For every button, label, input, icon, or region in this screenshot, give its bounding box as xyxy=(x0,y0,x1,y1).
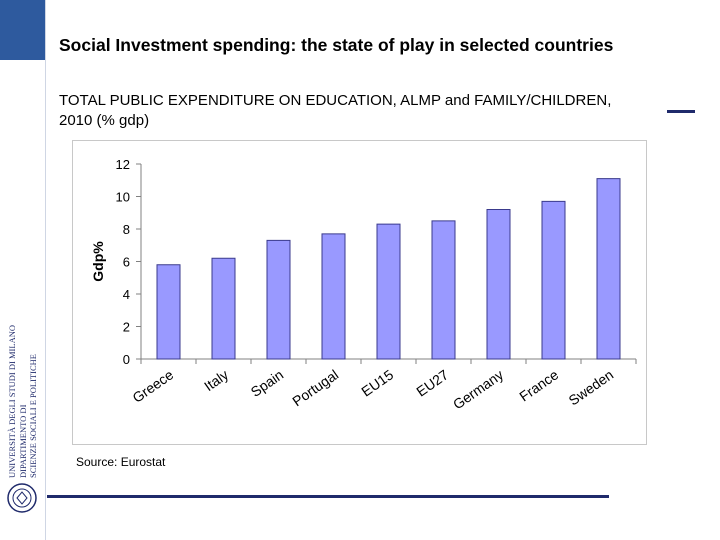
bar-greece xyxy=(156,264,181,360)
bar-germany xyxy=(486,209,511,360)
x-tick-label: Sweden xyxy=(566,366,617,408)
x-tick-label: Portugal xyxy=(289,366,341,409)
university-logo-text: UNIVERSITÀ DEGLI STUDI DI MILANO DIPARTI… xyxy=(7,325,38,478)
chart-panel: 0 2 4 6 8 10 12 Gdp% Greece Italy Spain Portugal EU1… xyxy=(72,140,647,445)
y-axis-title: Gdp% xyxy=(90,241,106,282)
x-tick-label: Germany xyxy=(450,366,506,412)
y-tick-label: 0 xyxy=(123,352,130,367)
decorative-dash xyxy=(667,110,695,113)
bar-eu15 xyxy=(376,223,401,360)
bar-italy xyxy=(211,257,236,360)
sidebar-color-block xyxy=(0,0,45,60)
bar-chart: 0 2 4 6 8 10 12 Gdp% Greece Italy Spain Portugal EU1… xyxy=(90,157,637,412)
x-tick-label: EU27 xyxy=(413,366,451,399)
bottom-rule xyxy=(47,495,609,498)
bar-france xyxy=(541,200,566,360)
x-tick-label: Italy xyxy=(201,366,231,394)
bar-sweden xyxy=(596,178,621,360)
logo-line-1: UNIVERSITÀ DEGLI STUDI DI MILANO xyxy=(7,325,17,478)
bar-spain xyxy=(266,239,291,360)
x-tick-label: Spain xyxy=(248,366,287,400)
logo-line-3: SCIENZE SOCIALI E POLITICHE xyxy=(28,354,38,478)
y-tick-label: 2 xyxy=(123,320,130,335)
y-tick-label: 8 xyxy=(123,222,130,237)
source-note: Source: Eurostat xyxy=(76,455,166,469)
university-seal-icon xyxy=(7,483,37,513)
y-tick-label: 4 xyxy=(123,287,130,302)
x-tick-label: EU15 xyxy=(358,366,396,399)
slide-title: Social Investment spending: the state of… xyxy=(59,35,614,55)
bar-eu27 xyxy=(431,220,456,360)
y-tick-label: 10 xyxy=(116,190,130,205)
y-tick-label: 6 xyxy=(123,255,130,270)
x-tick-label: Greece xyxy=(129,366,176,406)
sidebar-strip: UNIVERSITÀ DEGLI STUDI DI MILANO DIPARTI… xyxy=(0,0,46,540)
slide-subtitle: TOTAL PUBLIC EXPENDITURE ON EDUCATION, A… xyxy=(59,92,612,129)
y-tick-label: 12 xyxy=(116,157,130,172)
x-tick-label: France xyxy=(516,366,561,404)
logo-line-2: DIPARTIMENTO DI xyxy=(18,404,28,478)
bar-portugal xyxy=(321,233,346,360)
